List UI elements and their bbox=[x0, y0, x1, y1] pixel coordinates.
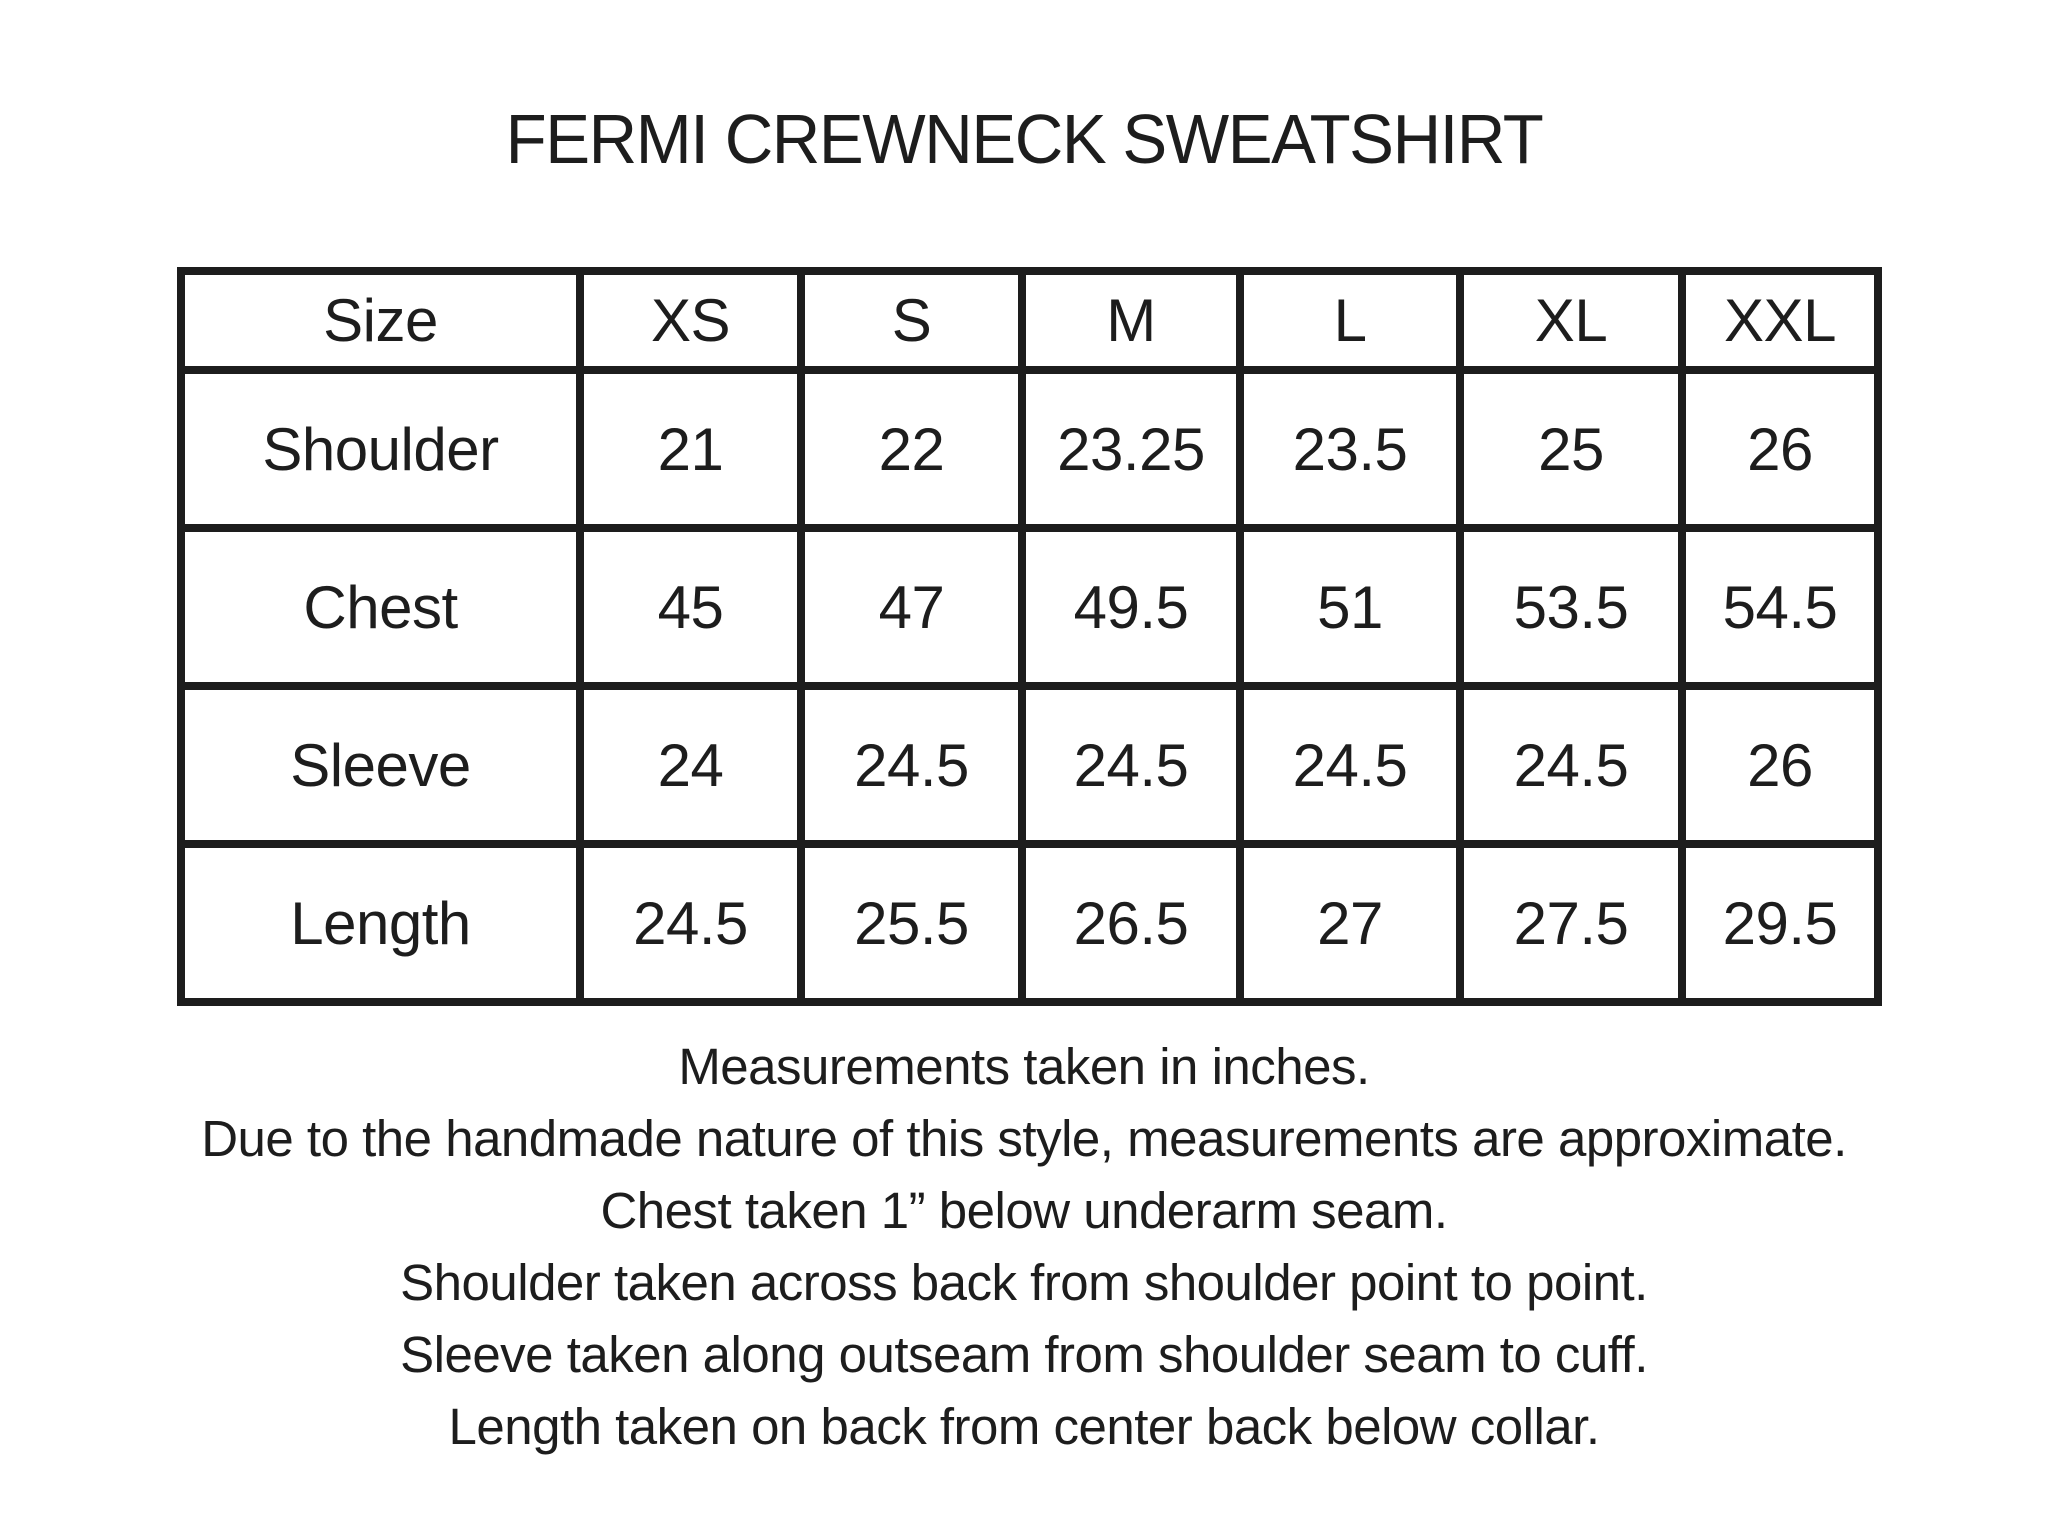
header-s: S bbox=[797, 267, 1026, 374]
cell-length-l: 27 bbox=[1236, 840, 1464, 1006]
cell-shoulder-xs: 21 bbox=[576, 366, 805, 532]
cell-chest-xs: 45 bbox=[576, 524, 805, 690]
cell-chest-m: 49.5 bbox=[1018, 524, 1244, 690]
note-length: Length taken on back from center back be… bbox=[448, 1398, 1600, 1455]
row-label-length: Length bbox=[177, 840, 584, 1006]
size-chart-table: Size XS S M L XL XXL Shoulder 21 22 23.2… bbox=[177, 267, 1882, 1006]
cell-shoulder-l: 23.5 bbox=[1236, 366, 1464, 532]
row-label-sleeve: Sleeve bbox=[177, 682, 584, 848]
table-row-chest: Chest 45 47 49.5 51 53.5 54.5 bbox=[177, 524, 1882, 690]
cell-chest-xxl: 54.5 bbox=[1678, 524, 1882, 690]
cell-shoulder-xl: 25 bbox=[1456, 366, 1686, 532]
table-header-row: Size XS S M L XL XXL bbox=[177, 267, 1882, 374]
header-size: Size bbox=[177, 267, 584, 374]
note-sleeve: Sleeve taken along outseam from shoulder… bbox=[400, 1326, 1648, 1383]
note-chest: Chest taken 1” below underarm seam. bbox=[600, 1182, 1448, 1239]
note-handmade: Due to the handmade nature of this style… bbox=[201, 1110, 1847, 1167]
measurement-notes: Measurements taken in inches. Due to the… bbox=[0, 1031, 2048, 1463]
note-shoulder: Shoulder taken across back from shoulder… bbox=[400, 1254, 1648, 1311]
cell-chest-xl: 53.5 bbox=[1456, 524, 1686, 690]
cell-sleeve-xxl: 26 bbox=[1678, 682, 1882, 848]
cell-shoulder-m: 23.25 bbox=[1018, 366, 1244, 532]
cell-length-s: 25.5 bbox=[797, 840, 1026, 1006]
row-label-chest: Chest bbox=[177, 524, 584, 690]
note-units: Measurements taken in inches. bbox=[678, 1038, 1370, 1095]
cell-length-m: 26.5 bbox=[1018, 840, 1244, 1006]
header-xxl: XXL bbox=[1678, 267, 1882, 374]
header-m: M bbox=[1018, 267, 1244, 374]
table-row-length: Length 24.5 25.5 26.5 27 27.5 29.5 bbox=[177, 840, 1882, 1006]
cell-sleeve-s: 24.5 bbox=[797, 682, 1026, 848]
header-l: L bbox=[1236, 267, 1464, 374]
table-row-sleeve: Sleeve 24 24.5 24.5 24.5 24.5 26 bbox=[177, 682, 1882, 848]
cell-length-xs: 24.5 bbox=[576, 840, 805, 1006]
header-xs: XS bbox=[576, 267, 805, 374]
cell-chest-s: 47 bbox=[797, 524, 1026, 690]
cell-length-xl: 27.5 bbox=[1456, 840, 1686, 1006]
cell-sleeve-xl: 24.5 bbox=[1456, 682, 1686, 848]
cell-shoulder-s: 22 bbox=[797, 366, 1026, 532]
cell-sleeve-m: 24.5 bbox=[1018, 682, 1244, 848]
cell-sleeve-l: 24.5 bbox=[1236, 682, 1464, 848]
page-title: FERMI CREWNECK SWEATSHIRT bbox=[505, 100, 1544, 178]
row-label-shoulder: Shoulder bbox=[177, 366, 584, 532]
cell-chest-l: 51 bbox=[1236, 524, 1464, 690]
cell-length-xxl: 29.5 bbox=[1678, 840, 1882, 1006]
table-row-shoulder: Shoulder 21 22 23.25 23.5 25 26 bbox=[177, 366, 1882, 532]
cell-sleeve-xs: 24 bbox=[576, 682, 805, 848]
cell-shoulder-xxl: 26 bbox=[1678, 366, 1882, 532]
header-xl: XL bbox=[1456, 267, 1686, 374]
